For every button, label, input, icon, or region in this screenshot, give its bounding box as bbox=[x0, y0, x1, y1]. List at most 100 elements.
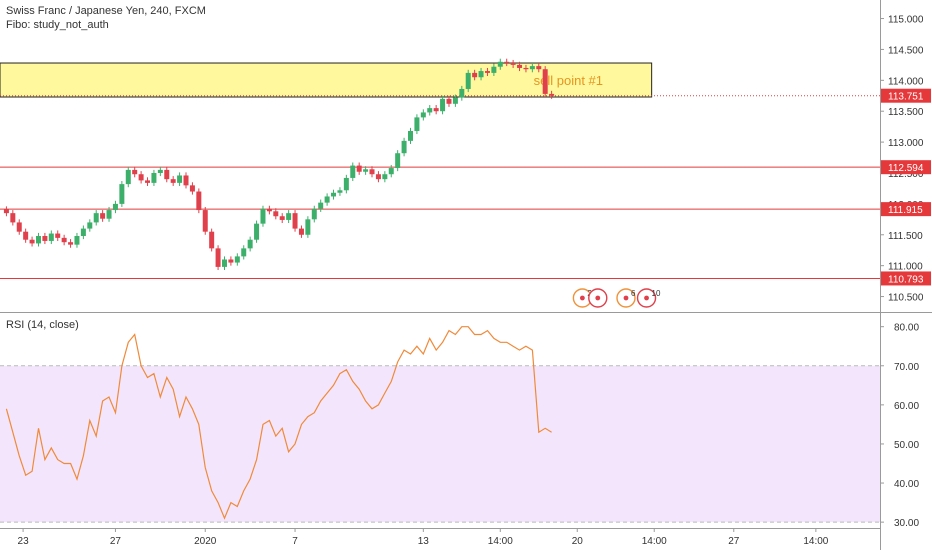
candle-body-59 bbox=[382, 174, 388, 180]
candle-body-14 bbox=[93, 213, 99, 223]
candle-body-70 bbox=[452, 97, 458, 104]
candle-body-72 bbox=[465, 72, 471, 89]
price-tick-label-2: 114.000 bbox=[888, 76, 924, 87]
time-tick-label-1: 27 bbox=[110, 536, 122, 547]
candle-body-61 bbox=[395, 153, 401, 169]
candle-body-19 bbox=[125, 169, 131, 185]
candle-body-9 bbox=[61, 237, 67, 243]
candle-body-48 bbox=[311, 208, 317, 220]
candle-body-7 bbox=[48, 233, 54, 241]
rsi-tick-label-0: 80.00 bbox=[894, 323, 919, 334]
candle-body-82 bbox=[529, 66, 535, 70]
level-badge-1-bg bbox=[881, 202, 931, 217]
candle-body-10 bbox=[68, 242, 74, 245]
candles-layer bbox=[3, 58, 555, 270]
rsi-tick-label-1: 70.00 bbox=[894, 362, 919, 373]
rsi-band-layer bbox=[0, 365, 880, 523]
rsi-tick-label-2: 60.00 bbox=[894, 401, 919, 412]
candle-body-40 bbox=[260, 208, 266, 224]
candle-body-20 bbox=[132, 169, 138, 175]
rsi-layer bbox=[5, 326, 552, 520]
event-marker-1[interactable] bbox=[588, 288, 608, 308]
candle-body-44 bbox=[286, 213, 292, 220]
price-tick-label-4: 113.000 bbox=[888, 138, 924, 149]
candle-body-15 bbox=[100, 213, 106, 219]
candle-body-56 bbox=[363, 169, 369, 172]
event-marker-dot-1 bbox=[595, 295, 601, 301]
candle-body-85 bbox=[549, 93, 555, 96]
level-badge-1-label: 111.915 bbox=[888, 205, 923, 216]
candle-body-73 bbox=[472, 72, 478, 78]
candle-body-18 bbox=[119, 184, 125, 204]
candle-body-11 bbox=[74, 236, 80, 245]
candle-body-31 bbox=[202, 210, 208, 232]
candle-body-47 bbox=[305, 219, 311, 235]
event-marker-dot-2 bbox=[623, 295, 629, 301]
sell-zone-label: sell point #1 bbox=[534, 73, 603, 88]
candle-body-53 bbox=[343, 177, 349, 191]
last-price-badge-label: 113.751 bbox=[888, 92, 924, 103]
event-marker-label-2: 6 bbox=[631, 289, 636, 298]
candle-body-75 bbox=[484, 71, 490, 73]
candle-body-27 bbox=[177, 175, 183, 183]
price-tick-label-0: 115.000 bbox=[888, 15, 924, 26]
candle-body-42 bbox=[273, 211, 279, 217]
candle-body-79 bbox=[510, 63, 516, 65]
rsi-tick-label-5: 30.00 bbox=[894, 518, 919, 529]
price-tick-label-8: 111.000 bbox=[888, 262, 923, 273]
last-price-badge-bg bbox=[881, 88, 931, 103]
candle-body-38 bbox=[247, 239, 253, 249]
candle-body-71 bbox=[459, 88, 465, 98]
candle-body-55 bbox=[356, 165, 362, 172]
candle-body-6 bbox=[42, 236, 48, 241]
candle-body-80 bbox=[517, 64, 523, 68]
event-marker-2[interactable]: 6 bbox=[616, 288, 636, 308]
candle-body-68 bbox=[440, 98, 446, 112]
price-tick-label-1: 114.500 bbox=[888, 45, 924, 56]
candle-body-65 bbox=[420, 112, 426, 118]
event-marker-3[interactable]: 10 bbox=[636, 288, 661, 308]
event-markers-layer[interactable]: 2610 bbox=[572, 288, 661, 308]
candle-body-69 bbox=[446, 98, 452, 104]
candle-body-0 bbox=[3, 209, 9, 214]
candle-body-1 bbox=[10, 213, 16, 223]
candle-body-36 bbox=[234, 256, 240, 263]
sell-zone-layer: sell point #1 bbox=[0, 62, 653, 98]
candle-body-23 bbox=[151, 172, 157, 183]
event-marker-label-3: 10 bbox=[652, 289, 661, 298]
candle-body-29 bbox=[189, 185, 195, 192]
candle-body-35 bbox=[228, 259, 234, 263]
time-tick-label-7: 14:00 bbox=[642, 536, 667, 547]
level-badge-0-label: 112.594 bbox=[888, 163, 924, 174]
candle-body-16 bbox=[106, 210, 112, 219]
candle-body-51 bbox=[331, 192, 337, 197]
candle-body-52 bbox=[337, 190, 343, 193]
candle-body-63 bbox=[407, 130, 413, 141]
candle-body-3 bbox=[23, 231, 29, 240]
candle-body-46 bbox=[298, 228, 304, 235]
price-tick-label-7: 111.500 bbox=[888, 231, 923, 242]
study-label: Fibo: study_not_auth bbox=[6, 19, 109, 31]
time-tick-label-3: 7 bbox=[292, 536, 298, 547]
candle-body-62 bbox=[401, 140, 407, 154]
candle-body-33 bbox=[215, 248, 221, 267]
candle-body-49 bbox=[318, 202, 324, 209]
candle-body-77 bbox=[497, 61, 503, 67]
candle-body-5 bbox=[35, 236, 41, 244]
candle-body-78 bbox=[504, 61, 510, 64]
rsi-label: RSI (14, close) bbox=[6, 319, 79, 331]
candle-body-12 bbox=[80, 228, 86, 237]
candle-body-66 bbox=[427, 108, 433, 113]
candle-body-21 bbox=[138, 174, 144, 181]
axes-layer: 115.000 114.500 114.000 113.500 113.000 112.5… bbox=[18, 15, 924, 547]
candle-body-45 bbox=[292, 213, 298, 229]
candle-body-54 bbox=[350, 165, 356, 178]
candle-body-64 bbox=[414, 117, 420, 131]
candle-body-28 bbox=[183, 175, 189, 186]
time-tick-label-0: 23 bbox=[18, 536, 30, 547]
candle-body-13 bbox=[87, 222, 93, 229]
candle-body-8 bbox=[55, 233, 61, 238]
candle-body-22 bbox=[145, 180, 151, 183]
time-tick-label-5: 14:00 bbox=[488, 536, 513, 547]
